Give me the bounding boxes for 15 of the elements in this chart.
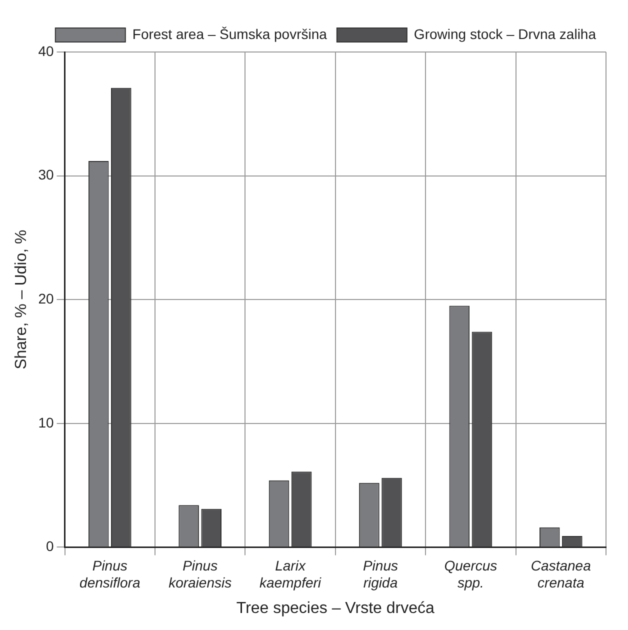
y-tick-label: 20 — [38, 290, 54, 306]
x-tick-label: Quercus spp. — [444, 557, 498, 590]
y-tick-label: 10 — [38, 414, 54, 430]
x-tick-label: Pinus rigida — [362, 557, 398, 590]
x-tick-label: Pinus koraiensis — [168, 557, 232, 590]
x-tick-label: Larix kaempferi — [260, 557, 322, 590]
x-tick-label: Pinus densiflora — [80, 557, 140, 590]
x-tick-label: Castanea crenata — [530, 557, 592, 590]
y-axis-title: Share, % – Udio, % — [13, 230, 30, 370]
y-tick-label: 0 — [46, 538, 54, 554]
legend-label: Growing stock – Drvna zaliha — [414, 26, 596, 42]
y-tick-label: 40 — [38, 42, 54, 59]
y-tick-label: 30 — [38, 166, 54, 183]
legend-label: Forest area – Šumska površina — [132, 26, 328, 42]
x-axis-title: Tree species – Vrste drveća — [236, 600, 434, 617]
